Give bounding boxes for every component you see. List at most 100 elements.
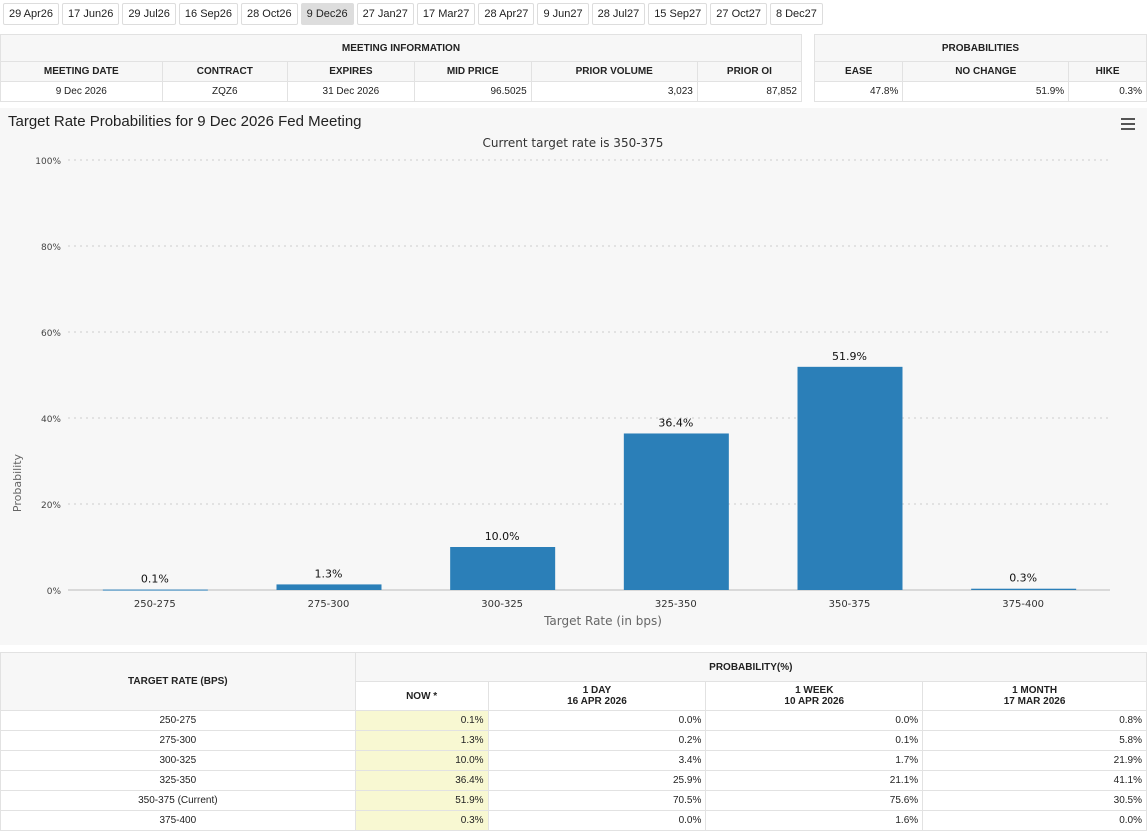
tab-28-jul27[interactable]: 28 Jul27 bbox=[591, 3, 646, 25]
probability-cell: 1.7% bbox=[705, 750, 924, 771]
x-tick-label: 250-275 bbox=[134, 599, 176, 610]
probability-cell: 0.0% bbox=[487, 810, 707, 831]
cell-value: ZQZ6 bbox=[161, 81, 289, 102]
table-row: 300-325 10.0% 3.4% 1.7% 21.9% bbox=[0, 750, 1147, 771]
data-label: 36.4% bbox=[658, 416, 693, 429]
probability-cell: 21.1% bbox=[705, 770, 924, 791]
tab-27-oct27[interactable]: 27 Oct27 bbox=[710, 3, 767, 25]
tab-28-apr27[interactable]: 28 Apr27 bbox=[478, 3, 535, 25]
probability-cell: 30.5% bbox=[922, 790, 1147, 811]
data-label: 51.9% bbox=[832, 350, 867, 363]
period-header: NOW * bbox=[354, 681, 489, 711]
tab-17-jun26[interactable]: 17 Jun26 bbox=[62, 3, 120, 25]
column-header: PRIOR VOLUME bbox=[530, 61, 698, 82]
probability-cell: 0.2% bbox=[487, 730, 707, 751]
target-rate-cell: 350-375 (Current) bbox=[0, 790, 356, 811]
cell-value: 87,852 bbox=[696, 81, 803, 102]
tab-28-oct26[interactable]: 28 Oct26 bbox=[241, 3, 298, 25]
bar bbox=[450, 547, 556, 590]
tab-8-dec27[interactable]: 8 Dec27 bbox=[769, 3, 823, 25]
x-tick-label: 300-325 bbox=[481, 599, 523, 610]
probability-cell: 0.8% bbox=[922, 710, 1147, 731]
x-tick-label: 275-300 bbox=[308, 599, 350, 610]
meeting-info-title: MEETING INFORMATION bbox=[0, 34, 802, 62]
x-tick-label: 350-375 bbox=[829, 599, 871, 610]
chart-menu-icon[interactable] bbox=[1121, 118, 1135, 133]
table-row: 275-300 1.3% 0.2% 0.1% 5.8% bbox=[0, 730, 1147, 751]
data-label: 0.3% bbox=[1009, 572, 1037, 585]
probability-cell: 0.0% bbox=[487, 710, 707, 731]
period-date: 10 APR 2026 bbox=[784, 696, 845, 707]
table-row: 325-350 36.4% 25.9% 21.1% 41.1% bbox=[0, 770, 1147, 791]
table-row: 375-400 0.3% 0.0% 1.6% 0.0% bbox=[0, 810, 1147, 831]
column-header: CONTRACT bbox=[161, 61, 289, 82]
tab-9-dec26[interactable]: 9 Dec26 bbox=[300, 3, 354, 25]
probability-cell: 75.6% bbox=[705, 790, 924, 811]
cell-value: 31 Dec 2026 bbox=[287, 81, 415, 102]
column-header: EXPIRES bbox=[287, 61, 415, 82]
target-rate-cell: 375-400 bbox=[0, 810, 356, 831]
column-header: HIKE bbox=[1068, 61, 1147, 82]
cell-value: 0.3% bbox=[1068, 81, 1147, 102]
tab-29-jul26[interactable]: 29 Jul26 bbox=[122, 3, 176, 25]
column-header: NO CHANGE bbox=[902, 61, 1070, 82]
cell-value: 47.8% bbox=[813, 81, 904, 102]
y-tick-label: 40% bbox=[41, 415, 61, 425]
probability-cell: 0.0% bbox=[922, 810, 1147, 831]
chart-panel: Target Rate Probabilities for 9 Dec 2026… bbox=[0, 108, 1147, 645]
period-label: NOW * bbox=[406, 690, 438, 702]
y-tick-label: 0% bbox=[47, 587, 62, 597]
tab-15-sep27[interactable]: 15 Sep27 bbox=[648, 3, 708, 25]
y-axis-label: Probability bbox=[11, 453, 24, 512]
data-label: 10.0% bbox=[485, 530, 520, 543]
probability-cell: 0.1% bbox=[705, 730, 924, 751]
bar bbox=[623, 433, 729, 590]
y-tick-label: 100% bbox=[35, 157, 61, 167]
period-label: 1 WEEK bbox=[795, 685, 834, 696]
probability-cell: 36.4% bbox=[354, 770, 489, 791]
probability-cell: 0.1% bbox=[354, 710, 489, 731]
y-tick-label: 80% bbox=[41, 243, 61, 253]
probability-group-header: PROBABILITY(%) bbox=[354, 652, 1147, 682]
probability-cell: 3.4% bbox=[487, 750, 707, 771]
probability-table: TARGET RATE (BPS) PROBABILITY(%) NOW * 1 DA… bbox=[0, 652, 1147, 831]
x-tick-label: 375-400 bbox=[1002, 599, 1044, 610]
cell-value: 9 Dec 2026 bbox=[0, 81, 163, 102]
period-header: 1 WEEK 10 APR 2026 bbox=[705, 681, 924, 711]
target-rate-cell: 275-300 bbox=[0, 730, 356, 751]
period-header: 1 MONTH 17 MAR 2026 bbox=[922, 681, 1147, 711]
probability-cell: 25.9% bbox=[487, 770, 707, 791]
bar bbox=[971, 588, 1077, 590]
period-label: 1 DAY bbox=[582, 685, 612, 696]
bar bbox=[797, 366, 903, 590]
period-date: 17 MAR 2026 bbox=[1003, 696, 1066, 707]
bar bbox=[102, 589, 208, 591]
tab-29-apr26[interactable]: 29 Apr26 bbox=[3, 3, 60, 25]
probability-cell: 5.8% bbox=[922, 730, 1147, 751]
bar bbox=[276, 584, 382, 590]
tab-27-jan27[interactable]: 27 Jan27 bbox=[356, 3, 414, 25]
probability-cell: 21.9% bbox=[922, 750, 1147, 771]
chart-subtitle: Current target rate is 350-375 bbox=[483, 136, 664, 150]
chart-title: Target Rate Probabilities for 9 Dec 2026… bbox=[8, 113, 362, 130]
cell-value: 51.9% bbox=[902, 81, 1070, 102]
column-header: PRIOR OI bbox=[696, 61, 803, 82]
tab-9-jun27[interactable]: 9 Jun27 bbox=[537, 3, 589, 25]
probability-cell: 1.6% bbox=[705, 810, 924, 831]
tab-16-sep26[interactable]: 16 Sep26 bbox=[178, 3, 239, 25]
period-date: 16 APR 2026 bbox=[567, 696, 627, 707]
column-header: MID PRICE bbox=[413, 61, 532, 82]
probability-cell: 70.5% bbox=[487, 790, 707, 811]
y-tick-label: 20% bbox=[41, 501, 61, 511]
table-row: 250-275 0.1% 0.0% 0.0% 0.8% bbox=[0, 710, 1147, 731]
tab-17-mar27[interactable]: 17 Mar27 bbox=[416, 3, 476, 25]
target-rate-cell: 250-275 bbox=[0, 710, 356, 731]
cell-value: 3,023 bbox=[530, 81, 698, 102]
target-rate-header: TARGET RATE (BPS) bbox=[0, 652, 356, 711]
column-header: MEETING DATE bbox=[0, 61, 163, 82]
probabilities-table: PROBABILITIES EASE NO CHANGE HIKE 47.8% 51.9… bbox=[813, 34, 1147, 102]
data-label: 1.3% bbox=[315, 567, 343, 580]
data-label: 0.1% bbox=[141, 573, 169, 586]
x-tick-label: 325-350 bbox=[655, 599, 697, 610]
meeting-information-table: MEETING INFORMATION MEETING DATE CONTRACT… bbox=[0, 34, 803, 102]
